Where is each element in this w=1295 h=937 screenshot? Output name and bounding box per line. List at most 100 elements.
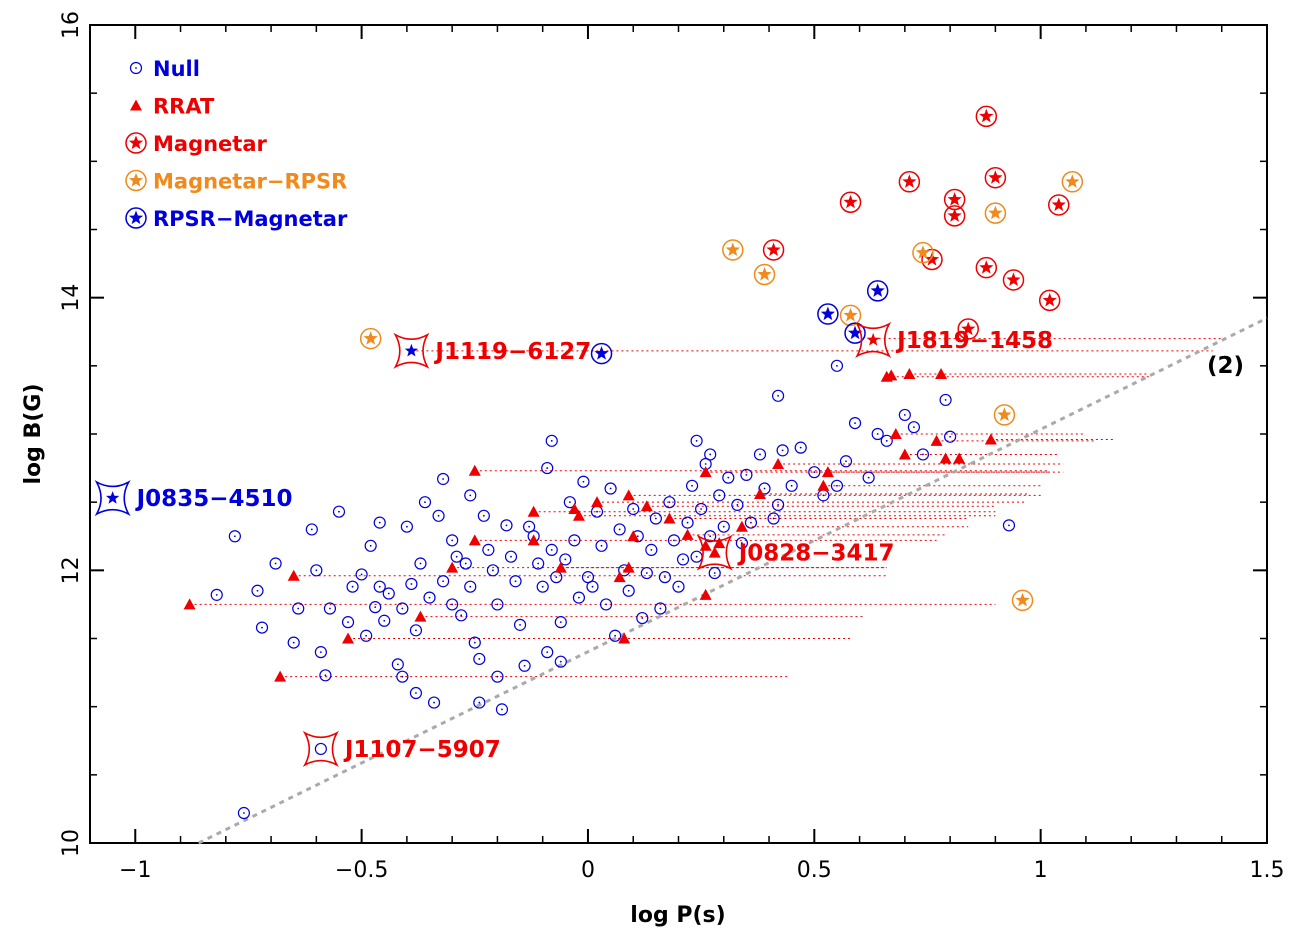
null-point: [459, 557, 472, 570]
magnetar-point-star: [961, 321, 976, 336]
null-point: [758, 482, 771, 495]
null-point: [482, 543, 495, 556]
null-point: [871, 427, 884, 441]
null-point-dot: [781, 449, 784, 452]
null-point: [771, 389, 785, 402]
null-point: [690, 434, 703, 447]
null-point-dot: [424, 501, 426, 504]
rrat-point: [889, 428, 902, 439]
null-point-dot: [487, 548, 490, 551]
rrat-point: [699, 466, 712, 478]
null-point: [595, 539, 608, 552]
y-axis-title: log B(G): [21, 384, 46, 485]
null-point-dot: [256, 589, 259, 592]
null-point: [785, 479, 798, 492]
rrat-point: [468, 464, 481, 476]
magnetar-point-star: [947, 192, 962, 206]
null-point-dot: [496, 675, 499, 678]
null-point-dot: [750, 521, 752, 524]
null-point: [776, 444, 789, 457]
named-pulsar-triangle: [708, 546, 721, 558]
magnetar-point: [839, 191, 862, 213]
magnetar_rpsr-point: [1011, 589, 1034, 612]
legend-label-null: Null: [153, 57, 200, 81]
null-point-dot: [455, 555, 458, 558]
null-point: [722, 471, 735, 484]
null-point-dot: [274, 562, 277, 565]
y-tick-label: 10: [59, 829, 84, 857]
null-point: [640, 566, 653, 580]
null-point-dot: [614, 634, 617, 637]
null-point-dot: [695, 439, 698, 442]
null-point-dot: [482, 514, 485, 517]
rpsr_magnetar-point-star: [594, 346, 609, 360]
magnetar-point: [957, 318, 979, 340]
null-point: [446, 534, 459, 547]
null-point-dot: [686, 521, 689, 524]
null-point: [409, 686, 423, 700]
null-point: [1002, 519, 1016, 532]
null-point-dot: [460, 614, 463, 617]
null-point: [432, 509, 445, 522]
magnetar-point-star: [1051, 197, 1066, 211]
null-point: [464, 489, 477, 502]
rpsr_magnetar-point-star: [870, 283, 885, 297]
null-point: [704, 448, 717, 461]
null-point: [563, 496, 576, 509]
null-point-dot: [310, 528, 313, 531]
rrat-point: [898, 448, 911, 460]
rpsr_magnetar-point-star: [820, 306, 835, 321]
null-point: [341, 616, 355, 629]
null-point: [577, 475, 590, 488]
null-point: [609, 629, 622, 642]
null-point-dot: [903, 414, 906, 416]
null-point-dot: [478, 658, 481, 660]
rrat-point: [640, 500, 653, 512]
rrat-point: [663, 512, 676, 524]
null-point-dot: [609, 487, 612, 490]
null-point: [685, 479, 699, 492]
null-point: [310, 564, 323, 577]
null-point: [373, 580, 386, 593]
null-point: [360, 629, 373, 642]
rrat-point: [468, 534, 481, 546]
null-point-dot: [559, 660, 562, 663]
null-point: [717, 520, 730, 533]
rrat-point: [342, 632, 355, 644]
null-point: [418, 496, 432, 509]
null-point-dot: [419, 562, 422, 565]
null-point: [255, 621, 269, 634]
null-point: [681, 516, 694, 529]
null-point: [916, 448, 930, 461]
null-point: [405, 577, 418, 591]
rrat-point: [622, 489, 635, 501]
rrat-point: [930, 434, 943, 446]
null-point: [667, 534, 681, 547]
null-point: [450, 550, 463, 563]
null-point-dot: [351, 585, 354, 588]
null-point-dot: [596, 510, 598, 513]
null-point-dot: [564, 558, 567, 561]
x-tick-label: 0.5: [797, 858, 832, 883]
null-point-dot: [396, 663, 399, 666]
null-point: [740, 468, 753, 481]
magnetar_rpsr-point-star: [988, 205, 1003, 220]
null-point: [572, 591, 586, 604]
null-point: [518, 659, 531, 672]
rrat-point: [622, 561, 635, 573]
magnetar_rpsr-point: [984, 202, 1007, 224]
null-point: [649, 512, 662, 525]
legend-marker-magnetar: [125, 132, 147, 154]
null-point-dot: [537, 562, 540, 565]
null-point-dot: [215, 593, 218, 596]
null-point-dot: [315, 569, 318, 572]
y-tick-label: 16: [59, 11, 84, 39]
null-point: [604, 482, 617, 495]
magnetar-point: [943, 205, 966, 227]
null-point: [559, 553, 572, 566]
null-point-dot: [347, 621, 349, 624]
rrat-point: [713, 537, 726, 549]
x-tick-label: 0: [581, 858, 595, 883]
magnetar_rpsr-point: [1061, 171, 1084, 193]
